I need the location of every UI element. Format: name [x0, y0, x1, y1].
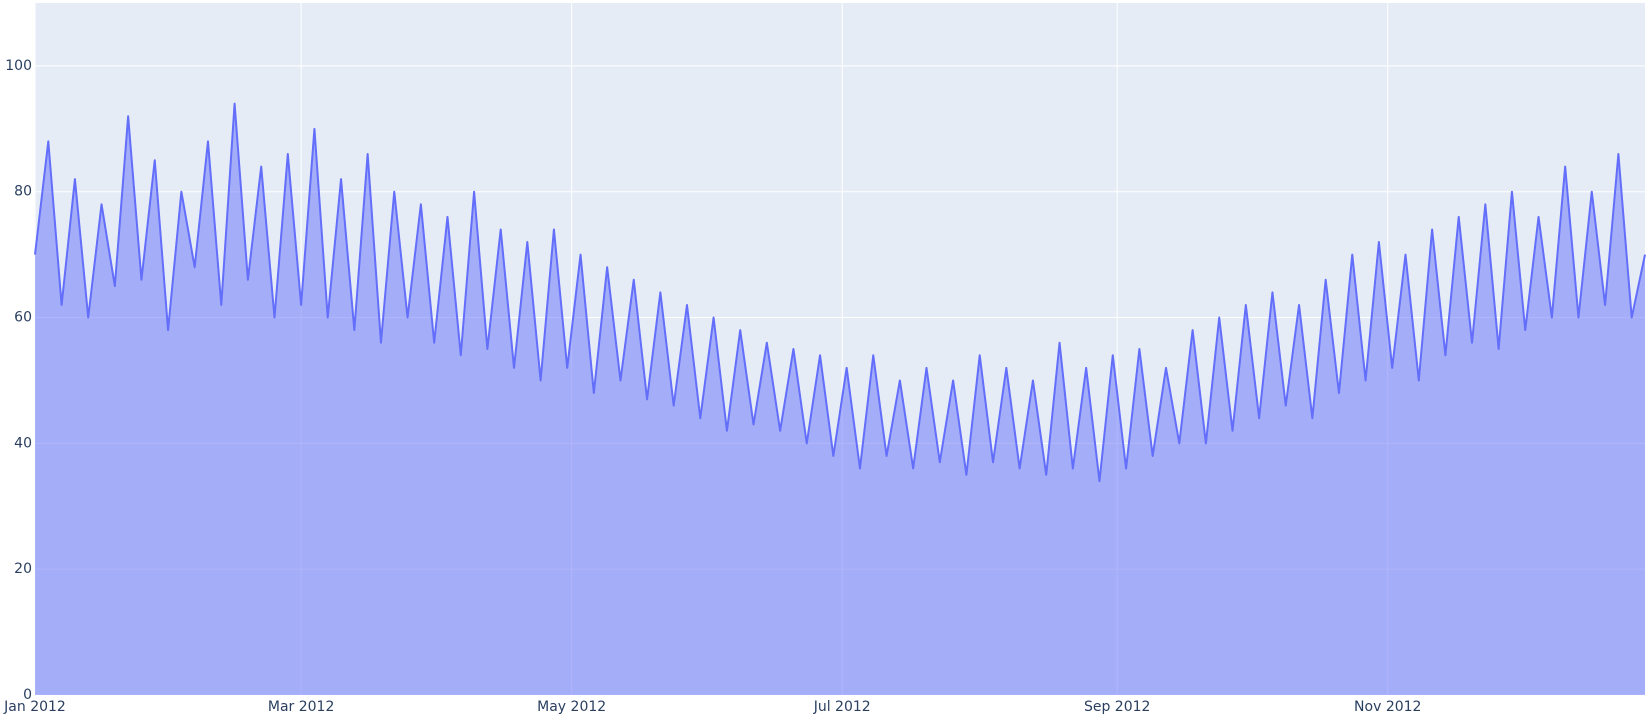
y-tick-label: 60 — [14, 310, 32, 326]
y-tick-label: 20 — [14, 561, 32, 577]
y-tick-label: 100 — [5, 58, 32, 74]
x-tick-label: Nov 2012 — [1354, 699, 1421, 715]
x-tick-label: Mar 2012 — [268, 699, 335, 715]
x-tick-label: Jul 2012 — [813, 699, 871, 715]
y-tick-label: 80 — [14, 184, 32, 200]
y-tick-label: 40 — [14, 435, 32, 451]
x-tick-label: May 2012 — [537, 699, 606, 715]
area-fill — [35, 103, 1645, 696]
area-line — [34, 102, 1646, 483]
x-tick-label: Jan 2012 — [3, 699, 66, 715]
y-tick-label: 0 — [23, 687, 32, 703]
x-tick-label: Sep 2012 — [1084, 699, 1150, 715]
